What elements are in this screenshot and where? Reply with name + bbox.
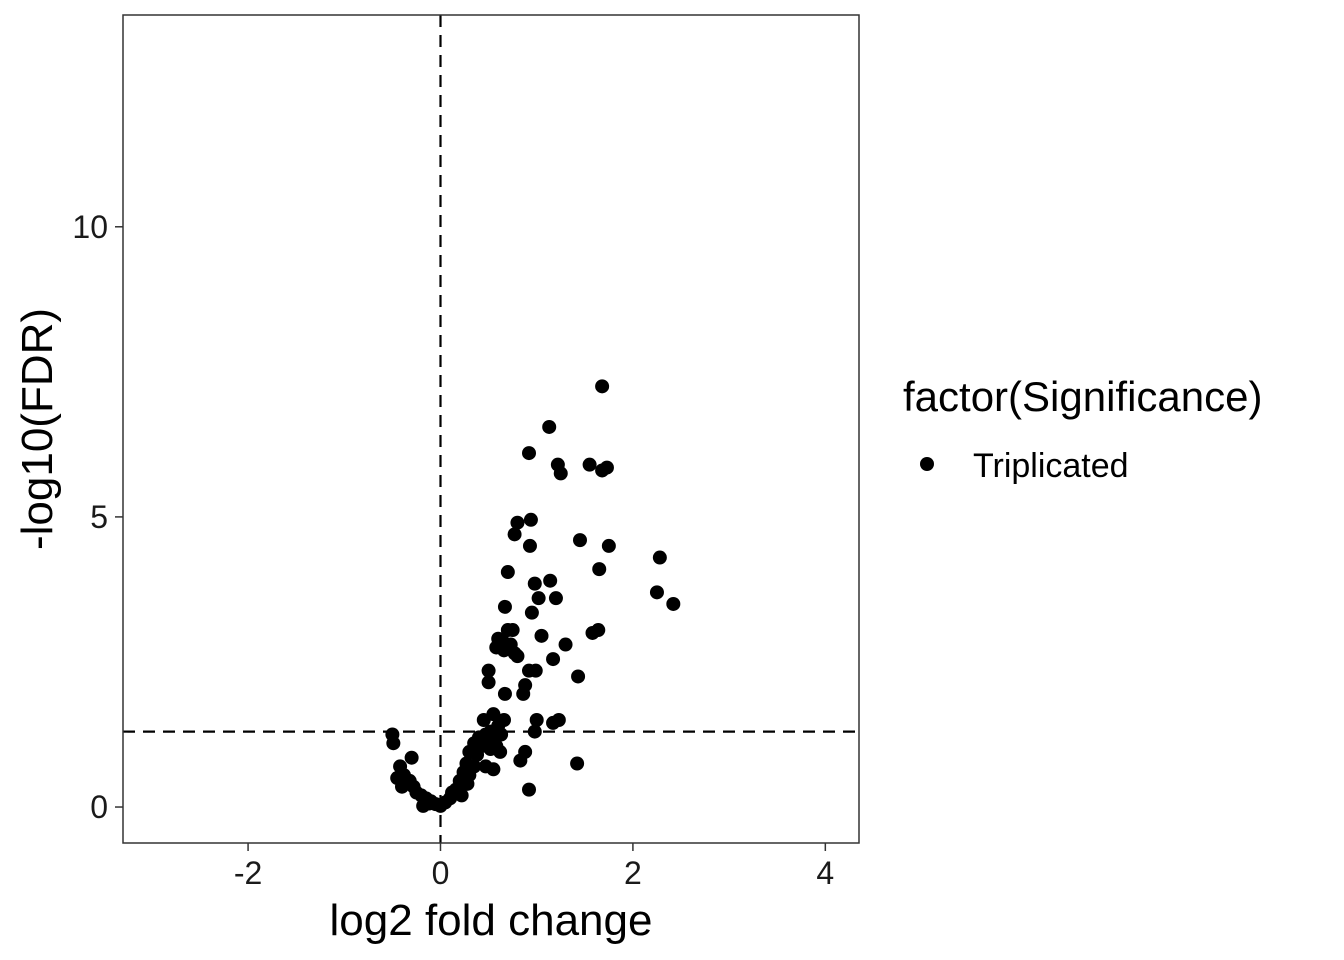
- data-point: [543, 573, 558, 588]
- legend-key-triplicated: [920, 457, 934, 471]
- y-tick-label: 10: [72, 209, 108, 245]
- data-point: [534, 628, 549, 643]
- data-point: [592, 562, 607, 577]
- data-point: [553, 466, 568, 481]
- y-axis-title: -log10(FDR): [13, 308, 62, 550]
- data-point: [516, 686, 531, 701]
- data-point: [481, 675, 496, 690]
- data-point: [522, 782, 537, 797]
- data-point: [571, 669, 586, 684]
- data-point: [524, 605, 539, 620]
- legend-title: factor(Significance): [903, 373, 1262, 420]
- data-point: [476, 712, 491, 727]
- data-point: [421, 796, 436, 811]
- data-point: [666, 596, 681, 611]
- data-point: [510, 515, 525, 530]
- data-point: [390, 771, 405, 786]
- data-point: [500, 565, 515, 580]
- y-axis-ticks: 0 5 10: [72, 209, 123, 825]
- y-tick-label: 0: [90, 789, 108, 825]
- x-axis-title: log2 fold change: [330, 896, 653, 945]
- data-point: [601, 538, 616, 553]
- data-point: [393, 759, 408, 774]
- y-tick-label: 5: [90, 499, 108, 535]
- data-point: [497, 599, 512, 614]
- data-point: [507, 527, 522, 542]
- plot-panel-background: [123, 15, 859, 843]
- data-point: [528, 663, 543, 678]
- data-point: [582, 457, 597, 472]
- data-point: [546, 652, 561, 667]
- data-point: [404, 750, 419, 765]
- data-point: [570, 756, 585, 771]
- legend-label-triplicated: Triplicated: [973, 447, 1129, 485]
- data-point: [522, 538, 537, 553]
- data-point: [481, 663, 496, 678]
- data-point: [496, 643, 511, 658]
- data-point: [531, 591, 546, 606]
- x-tick-label: -2: [234, 855, 262, 891]
- x-axis-ticks: -2 0 2 4: [234, 843, 834, 891]
- data-point: [493, 744, 508, 759]
- data-point: [522, 446, 537, 461]
- data-point: [505, 623, 520, 638]
- x-tick-label: 4: [816, 855, 834, 891]
- data-point: [595, 379, 610, 394]
- data-point: [558, 637, 573, 652]
- data-point: [486, 762, 501, 777]
- data-point: [542, 419, 557, 434]
- data-point: [591, 623, 606, 638]
- data-point: [518, 744, 533, 759]
- data-point: [510, 649, 525, 664]
- data-point: [470, 747, 485, 762]
- data-point: [572, 533, 587, 548]
- x-tick-label: 0: [432, 855, 450, 891]
- data-point: [599, 460, 614, 475]
- data-point: [652, 550, 667, 565]
- data-point: [527, 576, 542, 591]
- data-point: [649, 585, 664, 600]
- x-tick-label: 2: [624, 855, 642, 891]
- data-point: [386, 736, 401, 751]
- data-point: [546, 715, 561, 730]
- data-points: [385, 379, 681, 813]
- data-point: [548, 591, 563, 606]
- data-point: [460, 776, 475, 791]
- data-point: [523, 512, 538, 527]
- plot-panel-border: [122, 14, 860, 844]
- data-point: [529, 712, 544, 727]
- data-point: [497, 686, 512, 701]
